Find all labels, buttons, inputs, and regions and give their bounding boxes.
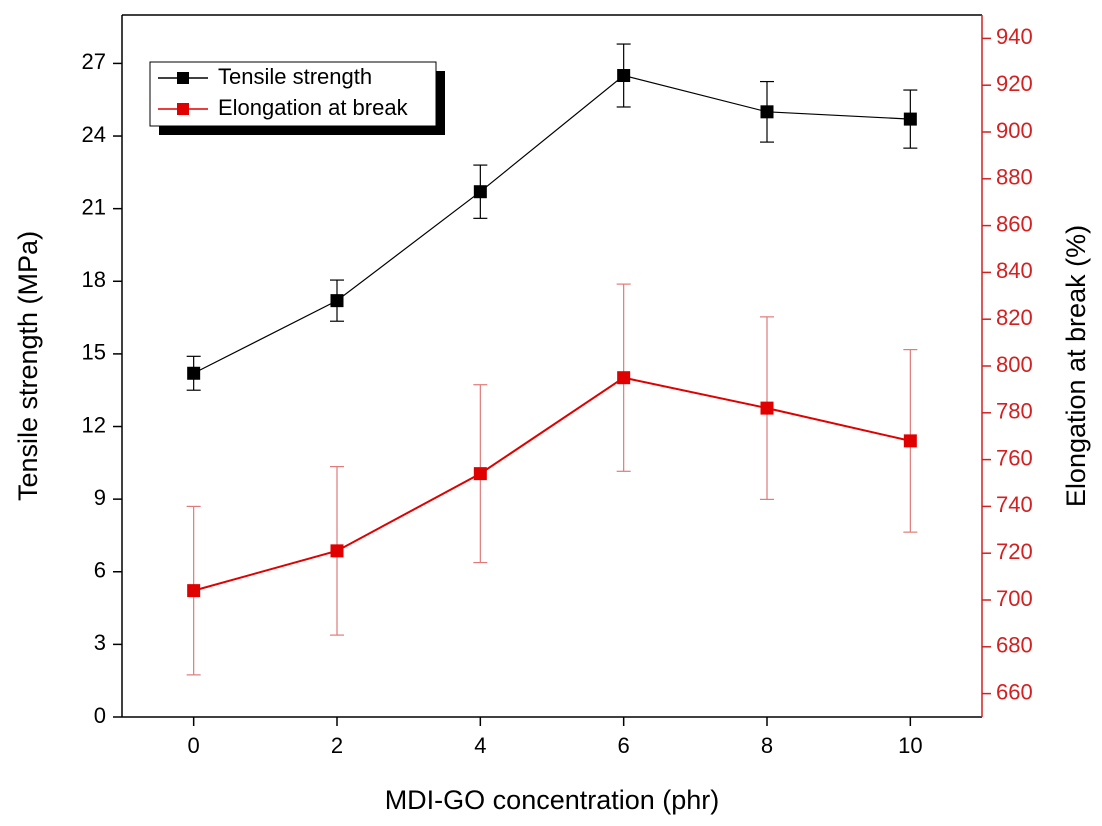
y-tick-label: 15 [82,340,106,365]
y2-tick-label: 780 [996,399,1033,424]
marker [473,185,487,199]
y-tick-label: 12 [82,412,106,437]
marker [187,584,201,598]
y2-tick-label: 720 [996,539,1033,564]
marker [617,69,631,83]
y-tick-label: 0 [94,703,106,728]
y2-tick-label: 740 [996,492,1033,517]
x-tick-label: 2 [331,733,343,758]
marker [903,112,917,126]
y-tick-label: 18 [82,267,106,292]
marker [473,467,487,481]
marker [617,371,631,385]
y-tick-label: 3 [94,630,106,655]
x-tick-label: 6 [618,733,630,758]
marker [187,366,201,380]
marker [330,544,344,558]
y2-tick-label: 840 [996,258,1033,283]
series-line [193,376,911,592]
marker [760,105,774,119]
y2-tick-label: 920 [996,71,1033,96]
y-tick-label: 24 [82,122,106,147]
series-line [193,74,911,374]
y2-tick-label: 700 [996,586,1033,611]
y2-tick-label: 900 [996,118,1033,143]
y-tick-label: 21 [82,194,106,219]
y-tick-label: 27 [82,49,106,74]
y2-tick-label: 880 [996,165,1033,190]
legend-label: Elongation at break [218,95,409,120]
y-tick-label: 9 [94,485,106,510]
y2-tick-label: 760 [996,445,1033,470]
y-axis-title: Tensile strength (MPa) [13,231,43,501]
legend-marker [177,72,189,84]
x-tick-label: 4 [474,733,486,758]
y2-tick-label: 800 [996,352,1033,377]
y2-tick-label: 940 [996,24,1033,49]
x-tick-label: 8 [761,733,773,758]
marker [330,294,344,308]
y2-tick-label: 660 [996,679,1033,704]
y-tick-label: 6 [94,558,106,583]
legend-box [149,61,437,127]
legend-marker [177,103,189,115]
legend-label: Tensile strength [218,64,372,89]
marker [760,401,774,415]
x-tick-label: 0 [188,733,200,758]
y2-tick-label: 820 [996,305,1033,330]
marker [903,434,917,448]
y2-tick-label: 680 [996,633,1033,658]
y2-tick-label: 860 [996,211,1033,236]
y2-axis-title: Elongation at break (%) [1061,225,1091,507]
x-tick-label: 10 [898,733,922,758]
x-axis-title: MDI-GO concentration (phr) [385,785,720,815]
